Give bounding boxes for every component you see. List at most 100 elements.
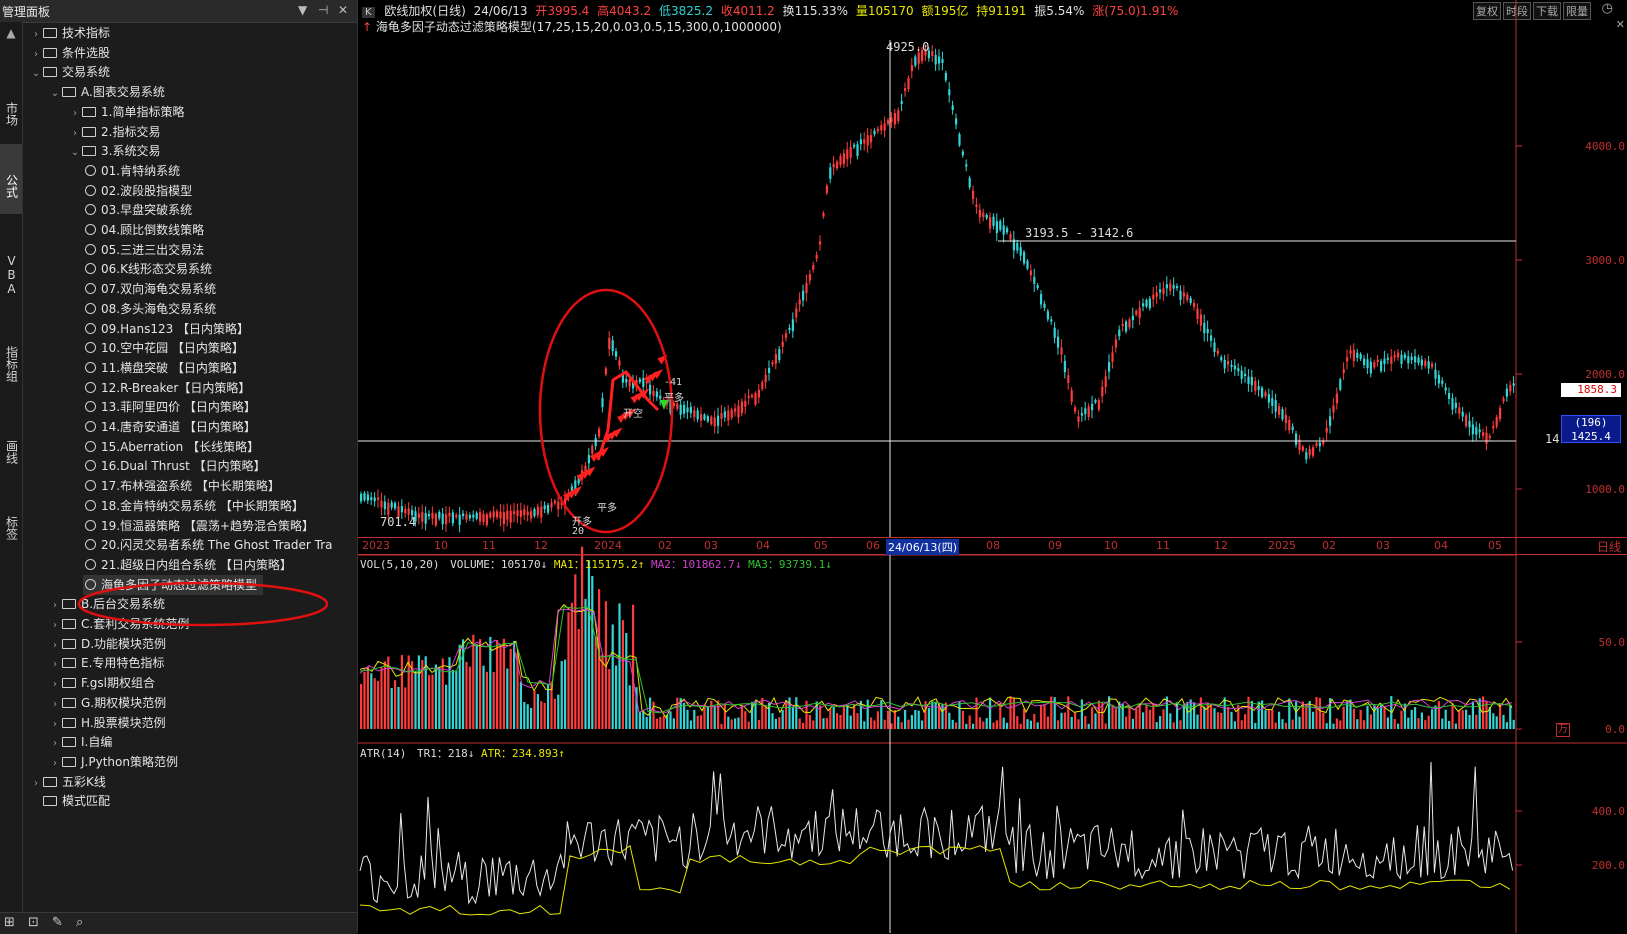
tree-folder-item[interactable]: › F.gsl期权组合 [48, 673, 155, 693]
tree-formula-item[interactable]: 08.多头海龟交易系统 [83, 299, 216, 319]
tab-tags[interactable]: 标签 [0, 482, 22, 552]
tree-formula-item[interactable]: 01.肯特纳系统 [83, 161, 180, 181]
chevron-right-icon[interactable]: › [53, 600, 57, 612]
tree-folder-item[interactable]: › 技术指标 [29, 23, 110, 43]
chevron-right-icon[interactable]: › [73, 127, 77, 139]
tree-folder-item[interactable]: › E.专用特色指标 [48, 653, 164, 673]
chevron-right-icon[interactable]: › [34, 777, 38, 789]
tree-folder-item[interactable]: › 1.简单指标策略 [68, 102, 184, 122]
candle-body [360, 493, 363, 502]
period-badge[interactable]: K [362, 7, 375, 18]
tab-formula[interactable]: 公式 [0, 144, 22, 214]
tree-formula-item[interactable]: 04.顾比倒数线策略 [83, 220, 204, 240]
volume-bar [1118, 701, 1121, 729]
tree-folder-item[interactable]: 模式匹配 [29, 791, 110, 811]
tree-formula-item[interactable]: 11.横盘突破 【日内策略】 [83, 358, 244, 378]
tab-market[interactable]: 市场 [0, 82, 22, 138]
tree-formula-item[interactable]: 02.波段股指模型 [83, 181, 192, 201]
chevron-right-icon[interactable]: › [73, 107, 77, 119]
vol-title[interactable]: VOL(5,10,20) [360, 558, 440, 571]
tree-formula-item[interactable]: 13.菲阿里四价 【日内策略】 [83, 397, 256, 417]
tree-folder-item[interactable]: › I.自编 [48, 732, 112, 752]
chevron-right-icon[interactable]: › [34, 29, 38, 40]
tree-formula-item[interactable]: 12.R-Breaker【日内策略】 [83, 378, 250, 398]
atr-title[interactable]: ATR(14) [360, 747, 407, 760]
panel-dropdown-icon[interactable]: ▼ [298, 3, 308, 17]
tab-indicator-group[interactable]: 指标组 [0, 312, 22, 392]
volume-bar [1267, 709, 1270, 729]
tree-formula-item[interactable]: 03.早盘突破系统 [83, 200, 192, 220]
scroll-up-icon[interactable]: ▲ [6, 26, 16, 40]
volume-bar [475, 644, 478, 729]
chevron-down-icon[interactable]: ⌄ [31, 68, 41, 80]
tree-folder-item[interactable]: › 条件选股 [29, 43, 110, 63]
tree-formula-item[interactable]: 21.超级日内组合系统 【日内策略】 [83, 555, 292, 575]
tree-formula-item[interactable]: 19.恒温器策略 【震荡+趋势混合策略】 [83, 516, 314, 536]
tree-formula-item[interactable]: 06.K线形态交易系统 [83, 259, 212, 279]
tree-formula-item[interactable]: 14.唐奇安通道 【日内策略】 [83, 417, 256, 437]
chevron-right-icon[interactable]: › [53, 698, 57, 710]
candle-body [1512, 383, 1515, 386]
chevron-right-icon[interactable]: › [53, 659, 57, 671]
tree-folder-item[interactable]: ⌄ 3.系统交易 [68, 141, 161, 161]
panel-close-icon[interactable]: ✕ [338, 3, 349, 17]
strategy-name[interactable]: 海龟多因子动态过滤策略模型(17,25,15,20,0.03,0.5,15,30… [375, 20, 782, 34]
download-button[interactable]: 下载 [1533, 2, 1561, 20]
tree-formula-item[interactable]: 15.Aberration 【长线策略】 [83, 437, 259, 457]
chevron-right-icon[interactable]: › [53, 757, 57, 769]
volume-bar [1169, 713, 1172, 729]
chart-formula-icon[interactable]: ⊡ [28, 915, 39, 930]
formula-icon[interactable]: ⊞ [4, 915, 15, 930]
search-icon[interactable]: ⌕ [76, 915, 84, 930]
tree-folder-item[interactable]: ⌄ 交易系统 [29, 62, 110, 82]
tree-formula-item[interactable]: 18.金肯特纳交易系统 【中长期策略】 [83, 496, 304, 516]
chevron-right-icon[interactable]: › [34, 48, 38, 60]
tree-folder-item[interactable]: › D.功能模块范例 [48, 634, 166, 654]
tree-formula-item[interactable]: 05.三进三出交易法 [83, 240, 204, 260]
chart-close-icon[interactable]: ✕ [1615, 18, 1625, 31]
tree-folder-item[interactable]: › B.后台交易系统 [48, 594, 165, 614]
tree-formula-item[interactable]: 09.Hans123 【日内策略】 [83, 319, 249, 339]
tree-folder-item[interactable]: › H.股票模块范例 [48, 713, 166, 733]
volume-bar [985, 718, 988, 729]
tab-vba[interactable]: VBA [0, 222, 22, 302]
tree-formula-item[interactable]: 10.空中花园 【日内策略】 [83, 338, 244, 358]
tree-formula-item[interactable]: 07.双向海龟交易系统 [83, 279, 216, 299]
tree-folder-item[interactable]: › 五彩K线 [29, 772, 106, 792]
chart-area[interactable]: K 欧线加权(日线) 24/06/13 开3995.4 高4043.2 低382… [358, 0, 1627, 933]
panel-pin-icon[interactable]: ⊣ [318, 3, 329, 17]
tab-drawing[interactable]: 画线 [0, 402, 22, 472]
chevron-right-icon[interactable]: › [53, 620, 57, 631]
candle-body [553, 500, 556, 504]
chevron-down-icon[interactable]: ⌄ [70, 147, 80, 159]
chart-canvas[interactable] [358, 0, 1627, 933]
chevron-right-icon[interactable]: › [53, 718, 57, 730]
chevron-right-icon[interactable]: › [53, 738, 57, 750]
chevron-right-icon[interactable]: › [53, 679, 57, 691]
candle-body [547, 504, 550, 513]
candle-body [1499, 407, 1502, 420]
candle-body [989, 217, 992, 229]
tree-folder-item[interactable]: › G.期权模块范例 [48, 693, 166, 713]
tree-folder-item[interactable]: ⌄ A.图表交易系统 [48, 82, 165, 102]
edit-icon[interactable]: ✎ [52, 915, 63, 930]
tree-folder-item[interactable]: › 2.指标交易 [68, 122, 160, 142]
chevron-down-icon[interactable]: ⌄ [50, 88, 60, 100]
tree-formula-item[interactable]: 海龟多因子动态过滤策略模型 [83, 574, 264, 595]
candle-body [1424, 360, 1427, 367]
period-label[interactable]: 日线 [1596, 540, 1621, 554]
candle-body [621, 374, 624, 383]
chevron-right-icon[interactable]: › [53, 639, 57, 651]
session-button[interactable]: 时段 [1503, 2, 1531, 20]
volume-bar [370, 673, 373, 729]
tree-folder-item[interactable]: › J.Python策略范例 [48, 752, 178, 772]
limit-button[interactable]: 限量 [1563, 2, 1591, 20]
adjust-button[interactable]: 复权 [1473, 2, 1501, 20]
clock-icon[interactable]: ◷ [1601, 1, 1613, 16]
tree-formula-item[interactable]: 20.闪灵交易者系统 The Ghost Trader Tra [83, 535, 333, 555]
candle-body [1043, 303, 1046, 309]
tree-folder-item[interactable]: › C.套利交易系统范例 [48, 614, 189, 634]
tree-formula-item[interactable]: 17.布林强盗系统 【中长期策略】 [83, 476, 280, 496]
formula-smile-icon [85, 421, 96, 432]
tree-formula-item[interactable]: 16.Dual Thrust 【日内策略】 [83, 456, 266, 476]
